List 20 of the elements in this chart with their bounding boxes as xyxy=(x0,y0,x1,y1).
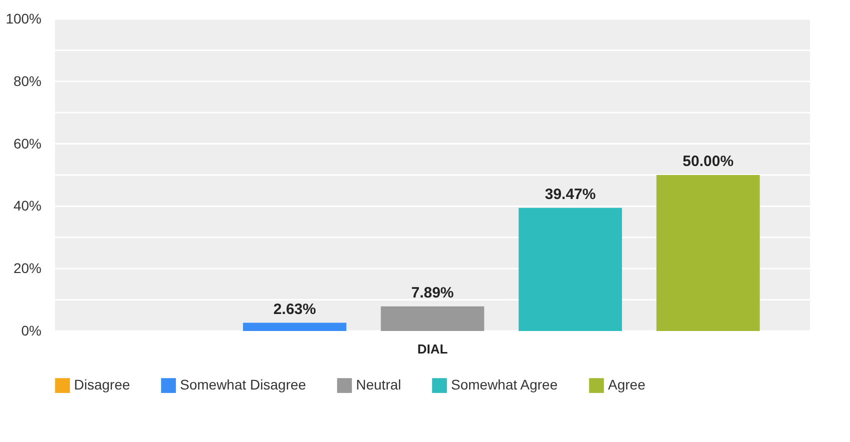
x-tick-label: DIAL xyxy=(417,342,448,356)
y-tick-label: 0% xyxy=(21,322,42,338)
data-label: 39.47% xyxy=(544,186,596,203)
legend-label: Disagree xyxy=(74,376,130,393)
data-label: 2.63% xyxy=(273,300,316,318)
legend-label: Somewhat Disagree xyxy=(180,376,306,393)
legend-label: Agree xyxy=(608,376,646,393)
bar xyxy=(243,322,346,331)
y-tick-label: 20% xyxy=(13,260,42,276)
legend-label: Neutral xyxy=(356,376,402,393)
data-label: 7.89% xyxy=(411,284,454,302)
y-tick-label: 100% xyxy=(6,10,42,26)
legend-label: Somewhat Agree xyxy=(451,376,558,393)
y-tick-label: 80% xyxy=(13,72,42,89)
bar xyxy=(656,175,760,331)
bar xyxy=(518,208,622,331)
bar xyxy=(380,306,484,331)
data-label: 50.00% xyxy=(682,153,734,170)
y-tick-label: 60% xyxy=(13,135,42,152)
y-tick-label: 40% xyxy=(13,198,42,214)
